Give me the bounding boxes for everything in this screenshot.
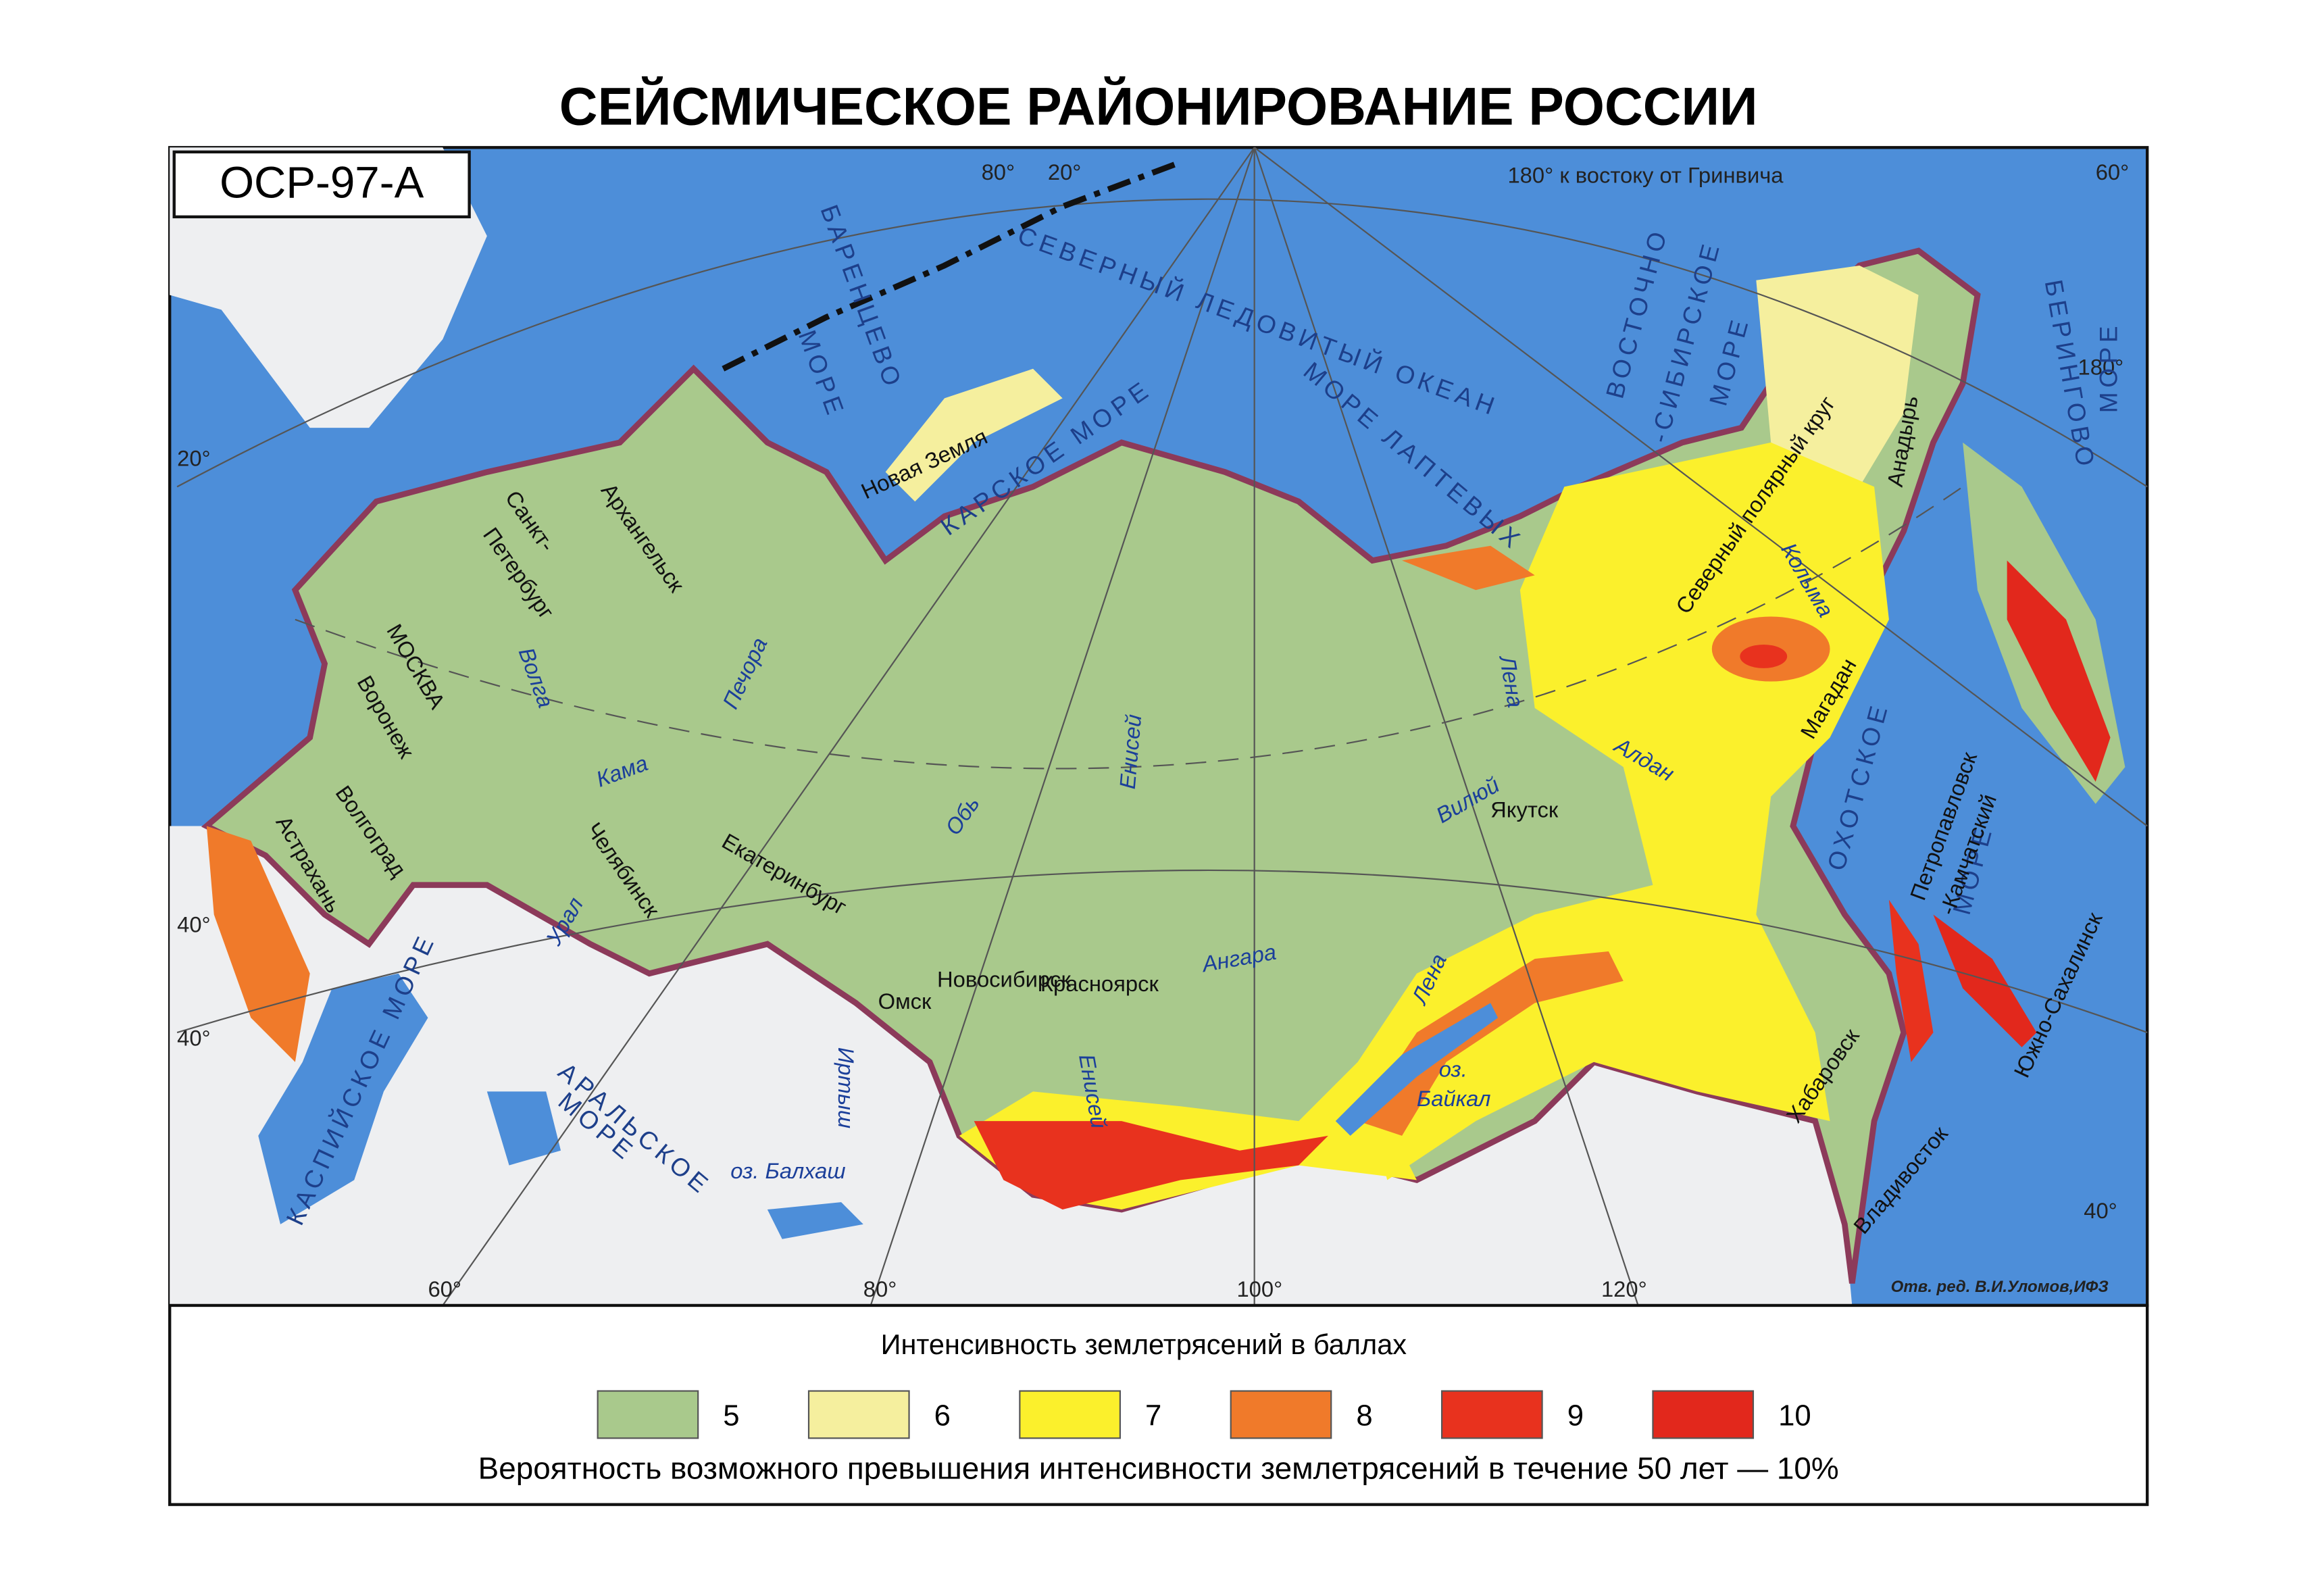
badge: ОСР-97-А	[220, 157, 424, 207]
legend-label: 6	[934, 1399, 951, 1432]
kuril-zone-10	[1933, 914, 2037, 1047]
chukotka-zone-6	[1756, 265, 1919, 487]
legend-swatch	[807, 1390, 910, 1439]
meridian	[870, 147, 1255, 1306]
graticule-label: 40°	[2084, 1198, 2117, 1223]
map: ОСР-97-А 180° к востоку от Гринвича Отв.…	[168, 146, 2149, 1307]
caucasus-zone-8	[206, 826, 310, 1062]
meridian-note: 180° к востоку от Гринвича	[1507, 163, 1784, 188]
credit: Отв. ред. В.И.Уломов,ИФЗ	[1891, 1278, 2109, 1296]
graticule-label: 80°	[863, 1276, 897, 1301]
place-label: Новосибирск	[937, 966, 1071, 991]
magadan-zone-9	[1740, 644, 1788, 668]
border-line	[722, 159, 1182, 372]
graticule-label: 60°	[2096, 159, 2130, 184]
graticule-label: 120°	[1601, 1276, 1647, 1301]
legend-swatch	[597, 1390, 699, 1439]
legend-swatch	[1230, 1390, 1332, 1439]
caspian-sea	[258, 973, 428, 1224]
legend-label: 7	[1145, 1399, 1161, 1432]
novaya-zemlya	[885, 368, 1063, 502]
legend-note: Вероятность возможного превышения интенс…	[478, 1451, 1839, 1486]
aral-sea	[486, 1091, 561, 1166]
parallel	[176, 198, 2148, 488]
graticule	[176, 147, 2148, 1306]
lake-label: оз.	[1439, 1057, 1467, 1082]
legend-swatch	[1652, 1390, 1755, 1439]
place-label: Омск	[878, 989, 932, 1014]
meridian	[1253, 147, 1639, 1306]
sakhalin	[1888, 899, 1934, 1062]
graticule-label: 180°	[2078, 354, 2124, 379]
legend-label: 5	[723, 1399, 739, 1432]
lake-baikal	[1335, 1003, 1499, 1136]
legend-label: 8	[1356, 1399, 1372, 1432]
parallel	[176, 869, 2148, 1034]
lake-balkhash	[767, 1202, 863, 1239]
graticule-labels: 80° 20° 60° 20° 180° 40° 40° 60° 80° 100…	[177, 159, 2129, 1301]
graticule-label: 40°	[177, 1026, 211, 1051]
graticule-label: 20°	[177, 446, 211, 471]
graticule-label: 80°	[982, 159, 1015, 184]
graticule-label: 60°	[428, 1276, 461, 1301]
graticule-label: 40°	[177, 912, 211, 937]
meridian	[1254, 147, 2148, 827]
legend-swatch	[1019, 1390, 1121, 1439]
graticule-label: 100°	[1236, 1276, 1282, 1301]
badge-box	[172, 150, 471, 219]
graticule-label: 20°	[1048, 159, 1082, 184]
place-label: Красноярск	[1040, 971, 1159, 996]
arctic-circle	[295, 486, 1963, 770]
place-label: Якутск	[1490, 797, 1559, 822]
legend-box	[168, 1303, 2149, 1506]
title: СЕЙСМИЧЕСКОЕ РАЙОНИРОВАНИЕ РОССИИ	[559, 77, 1758, 136]
legend-label: 10	[1778, 1399, 1811, 1432]
legend: Интенсивность землетрясений в баллах Вер…	[168, 1303, 2149, 1506]
laptev-zone-8	[1402, 545, 1535, 591]
lake-label: оз. Балхаш	[730, 1158, 845, 1183]
legend-swatch	[1440, 1390, 1543, 1439]
river-label: Иртыш	[834, 1047, 859, 1128]
meridian	[442, 147, 1255, 1306]
altai-zone-9	[974, 1121, 1328, 1210]
legend-title: Интенсивность землетрясений в баллах	[881, 1328, 1407, 1360]
kamchatka-zone-10	[2007, 560, 2111, 782]
legend-label: 9	[1567, 1399, 1584, 1432]
lake-label: Байкал	[1417, 1086, 1491, 1111]
sea-label: МОРЕ	[2094, 322, 2122, 413]
